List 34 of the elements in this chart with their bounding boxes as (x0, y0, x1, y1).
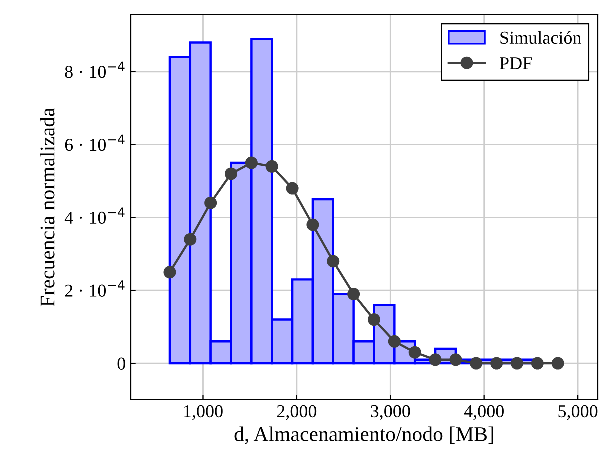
y-tick-label: 4 · 10$^{−4}$ (64, 208, 125, 224)
point (306, 218, 320, 232)
point (490, 357, 504, 370)
x-axis-title: d, Almacenamiento/nodo [MB] (234, 426, 494, 444)
point (408, 346, 422, 359)
y-tick-label: 8 · 10$^{−4}$ (65, 62, 125, 78)
point (429, 354, 442, 366)
y-tick-label: 0 (118, 358, 126, 370)
x-tick-label: 3,000 (371, 405, 410, 420)
point (225, 168, 238, 180)
x-tick-label: 2,000 (277, 405, 317, 420)
point (245, 156, 258, 170)
legend-label: PDF (500, 58, 532, 70)
x-tick-label: 5,000 (558, 405, 598, 420)
legend-label: Simulación (500, 31, 582, 44)
point (184, 233, 197, 246)
y-tick-label: 2 · 10$^{−4}$ (65, 280, 125, 297)
point (368, 314, 380, 326)
point (164, 266, 176, 279)
point (388, 335, 401, 348)
point (470, 357, 483, 370)
y-axis-title: Frecuencia normalizada (40, 108, 55, 307)
point (552, 357, 564, 370)
point (510, 357, 524, 370)
point (348, 288, 360, 301)
point (327, 255, 340, 268)
point (204, 196, 218, 210)
point (450, 354, 462, 366)
x-tick-label: 1,000 (184, 405, 223, 420)
point (266, 160, 278, 173)
y-tick-label: 6 · 10$^{−4}$ (65, 134, 125, 152)
point (286, 182, 299, 195)
point (531, 357, 544, 370)
x-tick-label: 4,000 (464, 405, 504, 420)
